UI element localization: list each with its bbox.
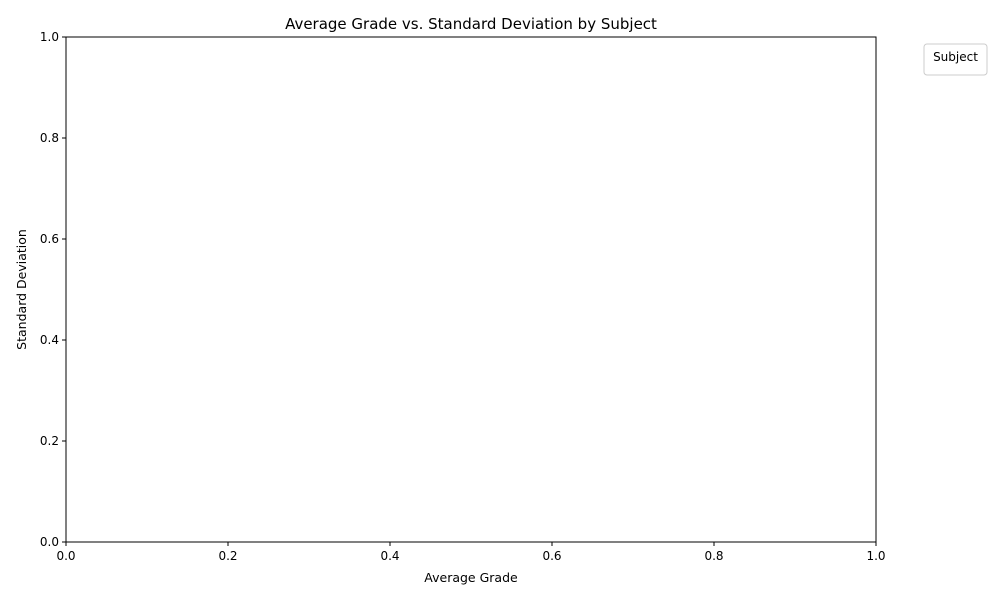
x-tick-label: 0.2 bbox=[218, 549, 237, 563]
legend-title: Subject bbox=[933, 50, 978, 64]
y-tick-label: 1.0 bbox=[40, 30, 59, 44]
y-tick-label: 0.4 bbox=[40, 333, 59, 347]
y-tick-label: 0.6 bbox=[40, 232, 59, 246]
x-tick-label: 0.0 bbox=[56, 549, 75, 563]
x-tick-label: 0.6 bbox=[542, 549, 561, 563]
y-axis-label: Standard Deviation bbox=[14, 229, 29, 350]
chart-title: Average Grade vs. Standard Deviation by … bbox=[285, 15, 657, 33]
x-tick-label: 0.4 bbox=[380, 549, 399, 563]
plot-frame bbox=[65, 36, 877, 543]
legend: Subject bbox=[923, 43, 988, 76]
y-tick-label: 0.2 bbox=[40, 434, 59, 448]
y-tick-label: 0.0 bbox=[40, 535, 59, 549]
y-axis: 0.0 0.2 0.4 0.6 0.8 1.0 bbox=[40, 30, 66, 549]
x-tick-label: 0.8 bbox=[704, 549, 723, 563]
x-tick-label: 1.0 bbox=[866, 549, 885, 563]
x-axis-label: Average Grade bbox=[424, 570, 518, 585]
y-tick-label: 0.8 bbox=[40, 131, 59, 145]
legend-box bbox=[923, 43, 988, 76]
x-axis: 0.0 0.2 0.4 0.6 0.8 1.0 bbox=[56, 542, 886, 563]
